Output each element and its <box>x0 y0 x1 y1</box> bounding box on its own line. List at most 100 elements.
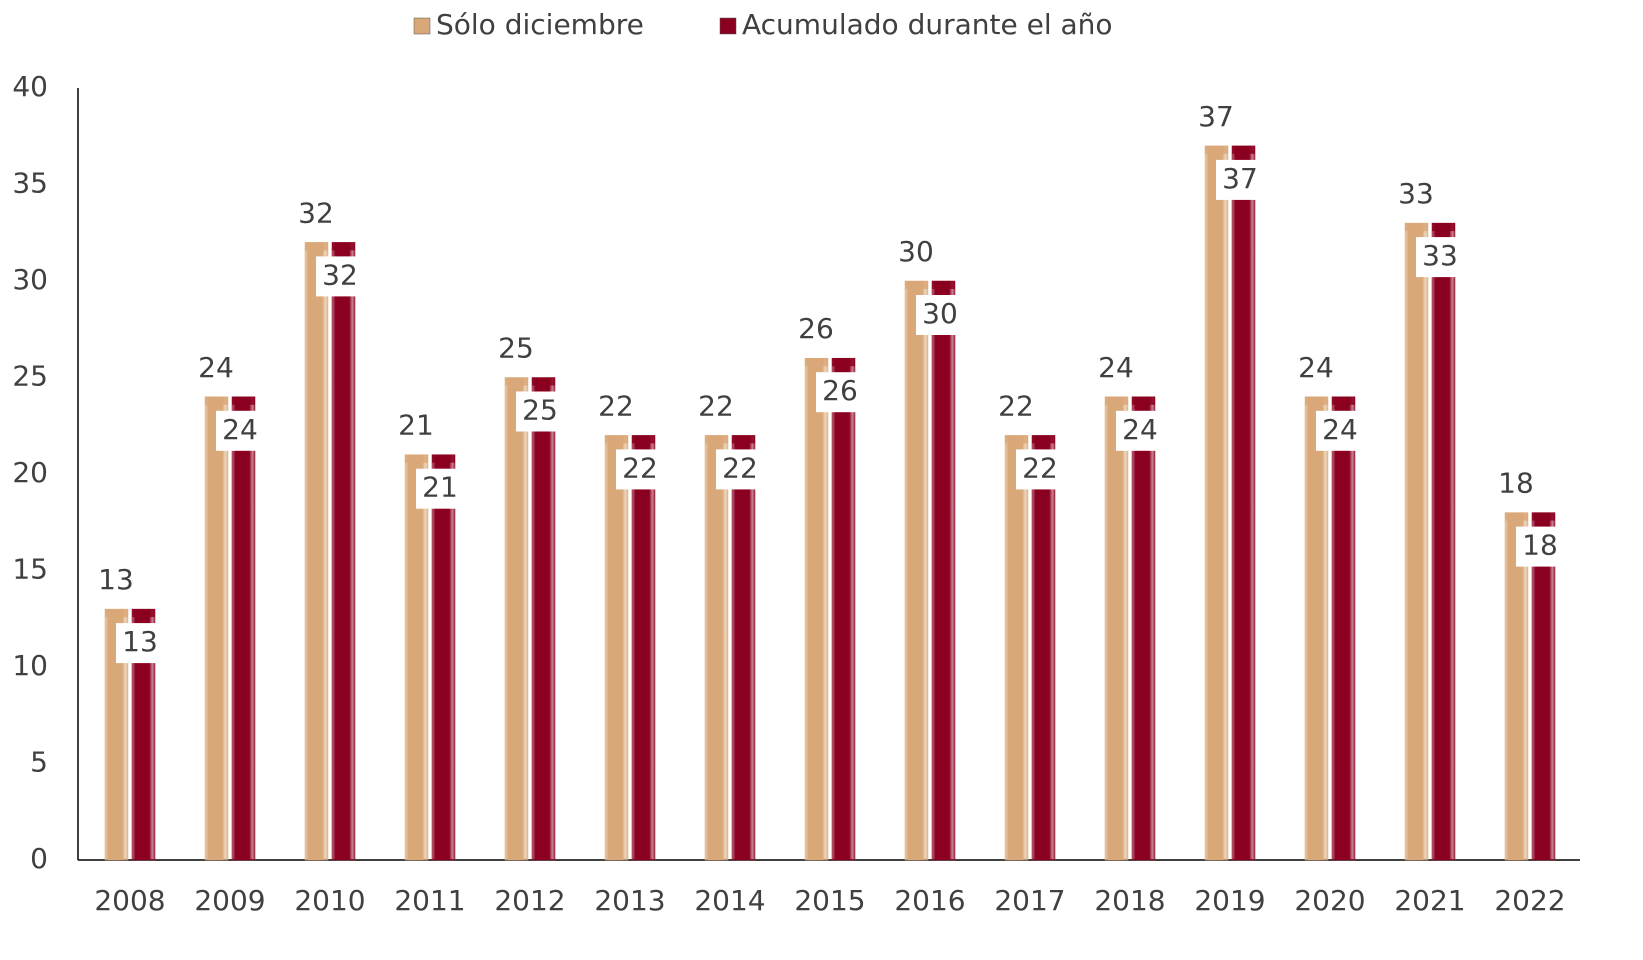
bar <box>231 396 256 861</box>
bar <box>904 280 929 861</box>
bar-cap <box>305 242 328 251</box>
data-label: 22 <box>722 451 758 484</box>
data-label: 30 <box>898 235 934 268</box>
bar <box>604 435 629 861</box>
bar-cap <box>705 435 728 444</box>
bar-cap <box>1205 145 1228 154</box>
data-label: 33 <box>1398 177 1434 210</box>
bar-cap <box>405 454 428 463</box>
bar <box>731 435 756 861</box>
data-label: 26 <box>798 312 834 345</box>
bar-cap <box>1432 223 1455 232</box>
data-label-box <box>616 449 664 490</box>
legend-label: Sólo diciembre <box>436 8 644 41</box>
y-tick-label: 35 <box>12 167 48 200</box>
y-tick-label: 20 <box>12 456 48 489</box>
y-tick-label: 0 <box>30 842 48 875</box>
bar <box>1304 396 1329 861</box>
bar <box>1231 145 1256 861</box>
bar <box>1104 396 1129 861</box>
data-label: 22 <box>622 451 658 484</box>
y-tick-label: 15 <box>12 553 48 586</box>
bar-cap <box>1005 435 1028 444</box>
data-label-box <box>216 410 264 451</box>
data-label: 13 <box>98 563 134 596</box>
bar <box>531 377 556 861</box>
x-tick-label: 2012 <box>494 884 565 917</box>
bar-cap <box>1305 396 1328 405</box>
legend-swatch <box>413 17 431 35</box>
data-label: 18 <box>1498 467 1534 500</box>
data-label-box <box>516 391 564 432</box>
data-label: 21 <box>398 409 434 442</box>
y-tick-label: 30 <box>12 263 48 296</box>
data-label: 22 <box>598 389 634 422</box>
data-label: 13 <box>122 625 158 658</box>
x-tick-label: 2010 <box>294 884 365 917</box>
data-label: 22 <box>698 389 734 422</box>
data-label-box <box>916 295 964 335</box>
bar <box>804 357 829 861</box>
data-label: 37 <box>1198 100 1234 133</box>
bar <box>931 280 956 861</box>
x-tick-label: 2008 <box>94 884 165 917</box>
bar <box>204 396 229 861</box>
data-label-box <box>1316 410 1364 451</box>
bar <box>1131 396 1156 861</box>
bar-cap <box>1105 396 1128 405</box>
bar-cap <box>1532 512 1555 521</box>
bar-cap <box>105 609 128 618</box>
bar <box>1431 222 1456 861</box>
bar <box>831 357 856 861</box>
data-label-box <box>116 623 164 664</box>
data-label: 22 <box>998 389 1034 422</box>
bar <box>1331 396 1356 861</box>
bar-cap <box>505 377 528 386</box>
x-tick-label: 2017 <box>994 884 1065 917</box>
x-tick-label: 2019 <box>1194 884 1265 917</box>
data-label: 18 <box>1522 529 1558 562</box>
bar-cap <box>805 358 828 367</box>
x-tick-label: 2020 <box>1294 884 1365 917</box>
x-tick-label: 2014 <box>694 884 765 917</box>
bar-cap <box>132 609 155 618</box>
bar-cap <box>332 242 355 251</box>
bar <box>1404 222 1429 861</box>
y-tick-label: 25 <box>12 360 48 393</box>
x-tick-label: 2011 <box>394 884 465 917</box>
data-label: 30 <box>922 297 958 330</box>
data-label: 24 <box>1298 351 1334 384</box>
x-tick-label: 2015 <box>794 884 865 917</box>
data-label: 24 <box>1098 351 1134 384</box>
x-tick-label: 2021 <box>1394 884 1465 917</box>
bar-cap <box>832 358 855 367</box>
bar-cap <box>632 435 655 444</box>
data-label-box <box>1016 449 1064 490</box>
y-tick-label: 10 <box>12 649 48 682</box>
x-tick-label: 2013 <box>594 884 665 917</box>
bar-cap <box>905 281 928 289</box>
bar <box>404 454 429 861</box>
data-label: 37 <box>1222 162 1258 195</box>
bar <box>631 435 656 861</box>
x-tick-label: 2016 <box>894 884 965 917</box>
data-label-box <box>1116 410 1164 451</box>
bar <box>431 454 456 861</box>
data-label-box <box>1216 159 1264 200</box>
x-tick-label: 2018 <box>1094 884 1165 917</box>
bar-cap <box>605 435 628 444</box>
data-label: 25 <box>522 394 558 427</box>
data-label: 24 <box>1122 413 1158 446</box>
data-label-box <box>316 256 364 297</box>
bar-cap <box>732 435 755 444</box>
bar-cap <box>1032 435 1055 444</box>
data-label-box <box>816 372 864 413</box>
bar <box>304 242 329 861</box>
data-label: 33 <box>1422 239 1458 272</box>
bar-cap <box>232 396 255 405</box>
bar <box>1004 435 1029 861</box>
bar-cap <box>1405 223 1428 232</box>
bar-cap <box>205 396 228 405</box>
data-label-box <box>1516 526 1564 567</box>
